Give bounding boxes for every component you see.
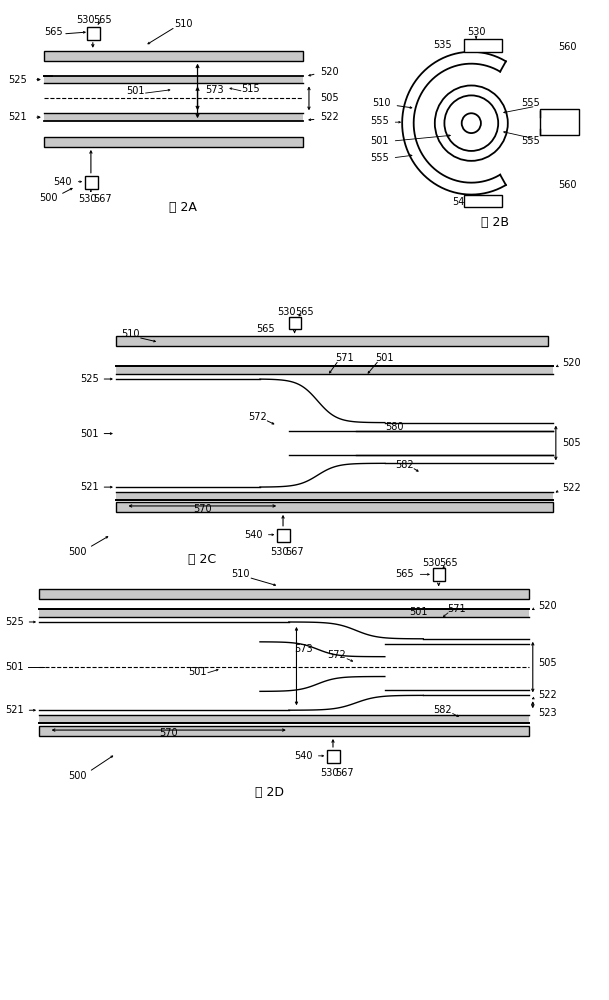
Text: 521: 521 — [80, 482, 99, 492]
Text: 535: 535 — [433, 40, 452, 50]
Text: 505: 505 — [320, 93, 339, 103]
Text: 555: 555 — [370, 153, 389, 163]
Text: 图 2A: 图 2A — [169, 201, 197, 214]
Bar — [44, 113, 303, 121]
Text: 573: 573 — [205, 85, 224, 95]
Text: 图 2B: 图 2B — [481, 216, 509, 229]
Text: 521: 521 — [5, 705, 24, 715]
Text: 523: 523 — [538, 708, 557, 718]
Text: 530: 530 — [278, 307, 296, 317]
Text: 573: 573 — [294, 644, 312, 654]
Text: 501: 501 — [409, 607, 428, 617]
Text: 555: 555 — [370, 116, 389, 126]
Text: 567: 567 — [93, 194, 111, 204]
Bar — [44, 137, 303, 147]
Bar — [39, 609, 529, 617]
Text: 570: 570 — [160, 728, 178, 738]
Text: 501: 501 — [188, 667, 207, 677]
Text: 500: 500 — [68, 547, 86, 557]
Text: 580: 580 — [385, 422, 404, 432]
Text: 525: 525 — [8, 75, 27, 85]
Text: 540: 540 — [452, 197, 471, 207]
Text: 560: 560 — [558, 42, 577, 52]
Bar — [289, 317, 301, 329]
Text: 582: 582 — [433, 705, 452, 715]
Text: 520: 520 — [563, 358, 581, 368]
Text: 501: 501 — [5, 662, 24, 672]
Bar — [39, 726, 529, 736]
Bar — [463, 39, 502, 52]
Text: 510: 510 — [372, 98, 390, 108]
Bar — [540, 109, 579, 135]
Text: 570: 570 — [193, 504, 212, 514]
Text: 540: 540 — [244, 530, 263, 540]
Text: 522: 522 — [563, 483, 582, 493]
Bar — [327, 750, 340, 763]
Text: 567: 567 — [335, 768, 354, 778]
Text: 565: 565 — [44, 27, 63, 37]
Text: 505: 505 — [538, 658, 557, 668]
Text: 540: 540 — [53, 177, 72, 187]
Text: 500: 500 — [68, 771, 86, 781]
Bar — [116, 502, 553, 512]
Text: 567: 567 — [285, 547, 304, 557]
Text: 501: 501 — [80, 429, 99, 439]
Text: 520: 520 — [538, 601, 557, 611]
Text: 515: 515 — [241, 84, 259, 94]
Text: 530: 530 — [467, 27, 485, 37]
Bar — [87, 27, 99, 40]
Text: 565: 565 — [93, 15, 111, 25]
Bar — [116, 336, 548, 346]
Text: 510: 510 — [121, 329, 139, 339]
Text: 530: 530 — [78, 194, 96, 204]
Bar — [116, 366, 553, 374]
Bar — [463, 195, 502, 207]
Bar — [116, 492, 553, 500]
Text: 521: 521 — [8, 112, 27, 122]
Text: 530: 530 — [421, 558, 440, 568]
Text: 图 2D: 图 2D — [255, 786, 284, 799]
Text: 572: 572 — [328, 650, 346, 660]
Text: 565: 565 — [295, 307, 314, 317]
Text: 565: 565 — [256, 324, 275, 334]
Text: 图 2C: 图 2C — [188, 553, 216, 566]
Text: 501: 501 — [376, 353, 394, 363]
Text: 565: 565 — [395, 569, 414, 579]
Text: 501: 501 — [126, 86, 144, 96]
Text: 522: 522 — [320, 112, 339, 122]
Text: 582: 582 — [395, 460, 414, 470]
Text: 522: 522 — [538, 690, 557, 700]
Text: 530: 530 — [76, 15, 94, 25]
Text: 525: 525 — [80, 374, 99, 384]
Text: 555: 555 — [521, 98, 540, 108]
Bar — [433, 568, 445, 581]
Bar — [39, 715, 529, 723]
Text: 571: 571 — [335, 353, 354, 363]
Text: 501: 501 — [370, 136, 389, 146]
Text: 525: 525 — [5, 617, 24, 627]
Text: 500: 500 — [40, 193, 58, 203]
Bar — [277, 529, 290, 542]
Bar — [44, 51, 303, 61]
Text: 530: 530 — [320, 768, 339, 778]
Text: 510: 510 — [231, 569, 250, 579]
Bar — [39, 589, 529, 599]
Text: 505: 505 — [563, 438, 581, 448]
Text: 572: 572 — [248, 412, 267, 422]
Text: 510: 510 — [174, 19, 192, 29]
Text: 571: 571 — [448, 604, 466, 614]
Text: 540: 540 — [294, 751, 313, 761]
Text: 555: 555 — [521, 136, 540, 146]
Text: 530: 530 — [270, 547, 289, 557]
Text: 560: 560 — [558, 180, 577, 190]
Text: 520: 520 — [320, 67, 339, 77]
Text: 565: 565 — [439, 558, 457, 568]
Bar — [44, 76, 303, 83]
Bar — [85, 176, 97, 189]
